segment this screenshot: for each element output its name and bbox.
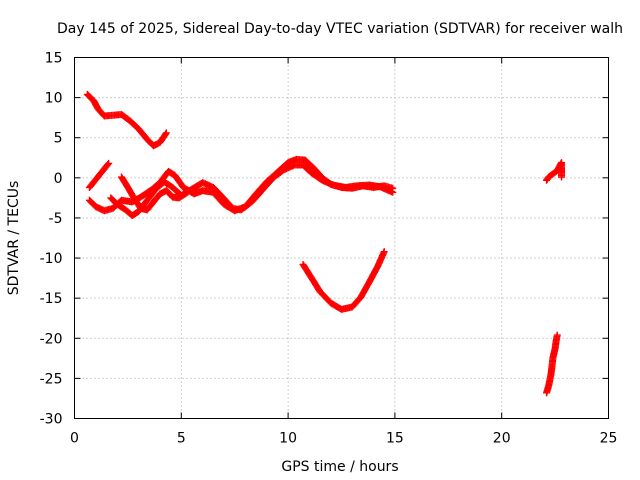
x-axis-label: GPS time / hours bbox=[281, 459, 398, 475]
data-point bbox=[558, 173, 566, 181]
y-tick-label: -15 bbox=[40, 291, 63, 307]
data-point bbox=[389, 188, 397, 196]
x-tick-label: 10 bbox=[279, 431, 297, 447]
data-point bbox=[105, 159, 113, 167]
series-track-b bbox=[85, 159, 113, 191]
data-point bbox=[380, 248, 388, 256]
x-axis: 0 5 10 15 20 25 bbox=[70, 57, 618, 447]
y-tick-label: -5 bbox=[49, 211, 63, 227]
series-track-e bbox=[117, 173, 192, 214]
data-point bbox=[553, 331, 561, 339]
y-tick-label: 15 bbox=[45, 51, 63, 67]
data-point bbox=[162, 129, 170, 137]
plot-frame bbox=[74, 57, 609, 419]
data-point bbox=[162, 130, 170, 138]
x-tick-label: 0 bbox=[70, 431, 79, 447]
series-track-h bbox=[543, 159, 566, 184]
series-track-d bbox=[107, 161, 397, 220]
x-tick-label: 15 bbox=[386, 431, 404, 447]
data-point bbox=[182, 189, 190, 197]
y-tick-label: -30 bbox=[40, 412, 63, 428]
y-tick-label: -20 bbox=[40, 331, 63, 347]
data-point bbox=[184, 188, 192, 196]
x-tick-label: 5 bbox=[177, 431, 186, 447]
chart-title: Day 145 of 2025, Sidereal Day-to-day VTE… bbox=[57, 21, 623, 37]
y-tick-label: 0 bbox=[54, 171, 63, 187]
data-point bbox=[104, 161, 112, 169]
y-tick-label: 10 bbox=[45, 91, 63, 107]
series-track-g bbox=[543, 331, 561, 397]
y-tick-label: 5 bbox=[54, 131, 63, 147]
x-tick-label: 25 bbox=[600, 431, 618, 447]
y-axis: 15 10 5 0 -5 -10 -15 -20 -25 -30 bbox=[40, 51, 609, 428]
y-tick-label: -10 bbox=[40, 251, 63, 267]
grid-layer bbox=[74, 57, 609, 419]
x-tick-label: 20 bbox=[493, 431, 511, 447]
y-axis-label: SDTVAR / TECUs bbox=[6, 181, 22, 296]
series-track-a bbox=[83, 90, 170, 150]
y-tick-label: -25 bbox=[40, 371, 63, 387]
data-points bbox=[83, 90, 566, 397]
series-track-f bbox=[299, 248, 388, 313]
